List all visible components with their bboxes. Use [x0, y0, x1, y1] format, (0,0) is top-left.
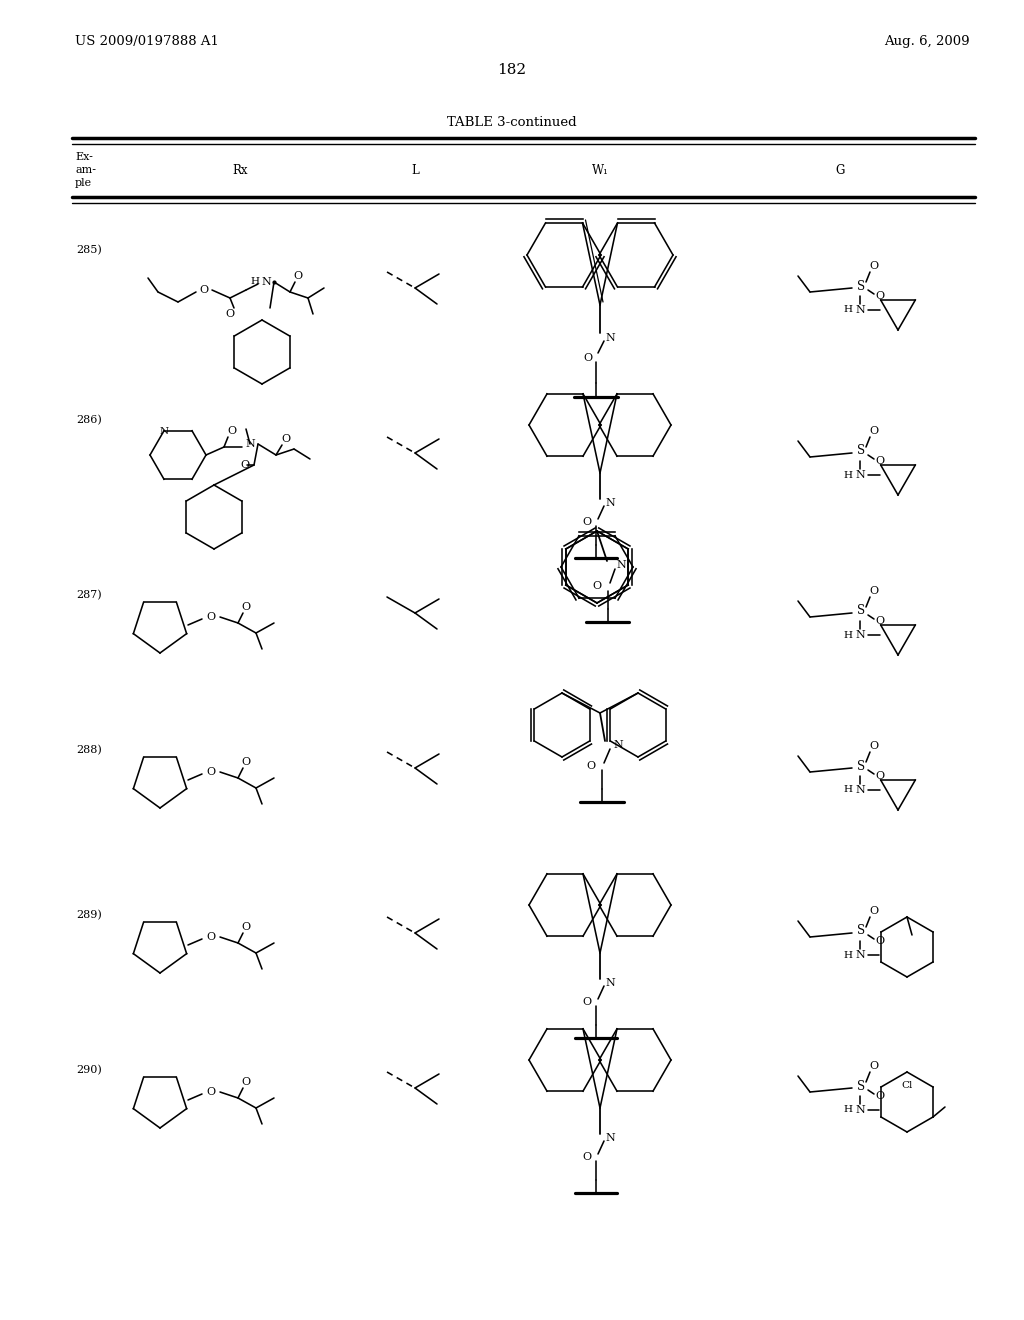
Text: N: N: [261, 277, 271, 286]
Text: O: O: [876, 1092, 885, 1101]
Text: G: G: [836, 164, 845, 177]
Text: H: H: [844, 470, 853, 479]
Text: O: O: [876, 455, 885, 466]
Text: Rx: Rx: [232, 164, 248, 177]
Text: N: N: [855, 1105, 865, 1115]
Text: TABLE 3-continued: TABLE 3-continued: [447, 116, 577, 128]
Text: N: N: [605, 1133, 614, 1143]
Text: S: S: [857, 759, 865, 772]
Text: 287): 287): [76, 590, 101, 601]
Text: N: N: [160, 426, 169, 436]
Text: O: O: [200, 285, 209, 294]
Text: N: N: [605, 978, 614, 987]
Text: O: O: [869, 1061, 879, 1071]
Text: O: O: [227, 426, 237, 436]
Text: Cl: Cl: [901, 1081, 912, 1090]
Text: O: O: [869, 261, 879, 271]
Text: 286): 286): [76, 414, 101, 425]
Text: O: O: [869, 586, 879, 597]
Text: US 2009/0197888 A1: US 2009/0197888 A1: [75, 36, 219, 49]
Text: O: O: [869, 741, 879, 751]
Text: O: O: [207, 612, 216, 622]
Text: O: O: [583, 1152, 592, 1162]
Text: N: N: [245, 440, 255, 449]
Text: N: N: [855, 470, 865, 480]
Text: H: H: [844, 785, 853, 795]
Text: O: O: [876, 771, 885, 781]
Text: W₁: W₁: [592, 164, 608, 177]
Text: O: O: [593, 581, 601, 591]
Text: H: H: [844, 1106, 853, 1114]
Text: O: O: [583, 517, 592, 527]
Text: O: O: [241, 459, 250, 470]
Text: O: O: [225, 309, 234, 319]
Text: Aug. 6, 2009: Aug. 6, 2009: [885, 36, 970, 49]
Text: O: O: [282, 434, 291, 444]
Text: ple: ple: [75, 178, 92, 187]
Text: O: O: [294, 271, 302, 281]
Text: O: O: [587, 762, 596, 771]
Text: S: S: [857, 605, 865, 618]
Text: O: O: [242, 1077, 251, 1086]
Text: N: N: [855, 630, 865, 640]
Text: N: N: [855, 950, 865, 960]
Text: O: O: [207, 932, 216, 942]
Text: 288): 288): [76, 744, 101, 755]
Text: N: N: [605, 333, 614, 343]
Text: O: O: [869, 426, 879, 436]
Text: am-: am-: [75, 165, 96, 176]
Text: O: O: [869, 906, 879, 916]
Text: N: N: [855, 785, 865, 795]
Text: N: N: [613, 741, 623, 750]
Text: O: O: [583, 997, 592, 1007]
Text: 289): 289): [76, 909, 101, 920]
Text: S: S: [857, 924, 865, 937]
Text: O: O: [207, 767, 216, 777]
Text: H: H: [251, 277, 259, 286]
Text: O: O: [876, 936, 885, 946]
Text: N: N: [605, 498, 614, 508]
Text: O: O: [242, 756, 251, 767]
Text: N: N: [855, 305, 865, 315]
Text: H: H: [844, 631, 853, 639]
Text: H: H: [844, 305, 853, 314]
Text: 182: 182: [498, 63, 526, 77]
Text: Ex-: Ex-: [75, 152, 93, 162]
Text: O: O: [876, 616, 885, 626]
Text: 285): 285): [76, 244, 101, 255]
Text: O: O: [242, 602, 251, 612]
Text: 290): 290): [76, 1065, 101, 1076]
Text: O: O: [207, 1086, 216, 1097]
Text: S: S: [857, 1080, 865, 1093]
Text: S: S: [857, 280, 865, 293]
Text: S: S: [857, 445, 865, 458]
Text: N: N: [616, 560, 626, 570]
Text: O: O: [584, 352, 593, 363]
Text: O: O: [242, 921, 251, 932]
Text: H: H: [844, 950, 853, 960]
Text: O: O: [876, 290, 885, 301]
Text: L: L: [411, 164, 419, 177]
